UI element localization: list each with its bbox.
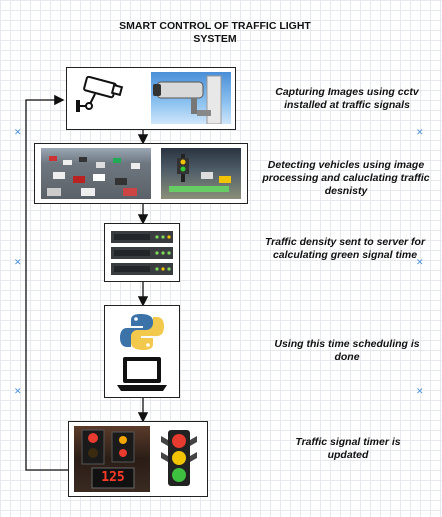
cctv-camera-icon	[76, 76, 124, 112]
grid-marker: ✕	[14, 127, 22, 137]
python-logo-icon	[120, 314, 164, 350]
step2-text: Detecting vehicles using image processin…	[262, 159, 430, 197]
step1-text: Capturing Images using cctv installed at…	[275, 86, 419, 111]
intersection-photo	[161, 148, 241, 199]
step3-text: Traffic density sent to server for calcu…	[264, 236, 426, 261]
timer-display: 125	[101, 470, 125, 485]
step5-box: 125	[68, 421, 208, 497]
diagram-title: SMART CONTROL OF TRAFFIC LIGHT SYSTEM	[119, 20, 311, 45]
step4-text: Using this time scheduling is done	[274, 338, 420, 363]
step5-text: Traffic signal timer is updated	[295, 436, 401, 461]
server-rack-icon	[111, 231, 173, 275]
cctv-photo	[151, 72, 231, 124]
laptop-icon	[117, 357, 167, 391]
step3-box	[104, 223, 180, 282]
grid-marker: ✕	[416, 257, 424, 267]
highway-traffic-photo	[41, 148, 151, 199]
step4-box	[104, 305, 180, 398]
grid-marker: ✕	[416, 386, 424, 396]
grid-marker: ✕	[416, 127, 424, 137]
traffic-light-icon	[161, 430, 197, 486]
step2-box	[34, 143, 248, 204]
signal-timer-photo: 125	[74, 426, 150, 492]
grid-marker: ✕	[14, 386, 22, 396]
grid-marker: ✕	[14, 257, 22, 267]
step1-box	[66, 67, 236, 130]
